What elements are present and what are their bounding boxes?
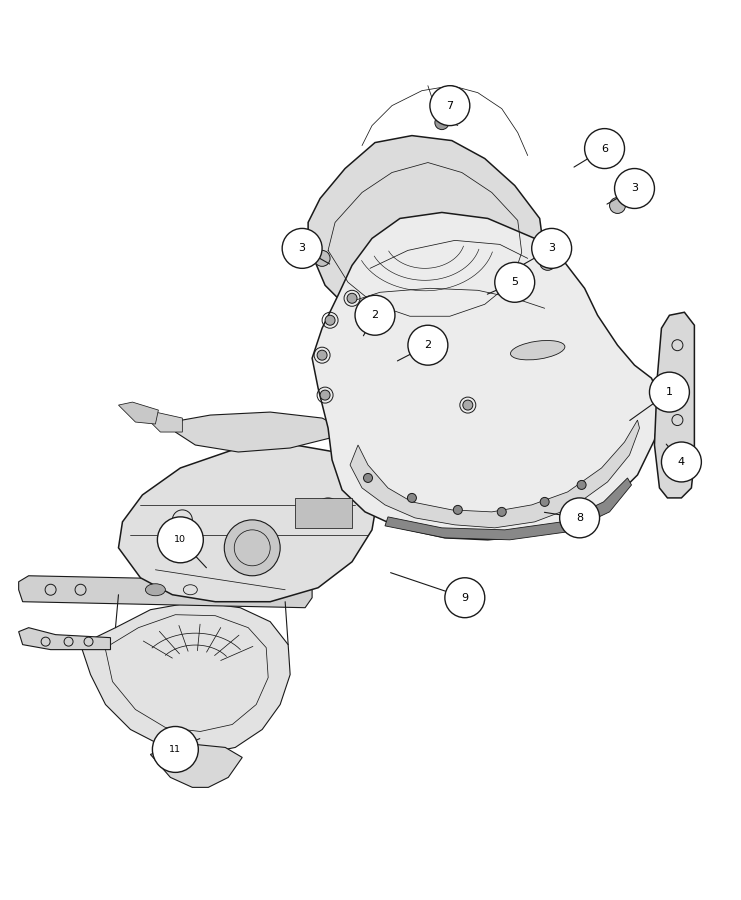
- Text: 1: 1: [666, 387, 673, 397]
- Polygon shape: [350, 420, 639, 528]
- Polygon shape: [312, 212, 662, 540]
- Polygon shape: [308, 136, 545, 332]
- Circle shape: [445, 578, 485, 617]
- Polygon shape: [148, 412, 182, 432]
- Polygon shape: [119, 445, 378, 602]
- Text: 5: 5: [511, 277, 518, 287]
- Circle shape: [610, 197, 625, 213]
- Circle shape: [157, 517, 203, 562]
- Text: 10: 10: [174, 536, 186, 544]
- Text: 9: 9: [461, 593, 468, 603]
- Circle shape: [317, 350, 327, 360]
- Circle shape: [585, 129, 625, 168]
- Circle shape: [430, 86, 470, 126]
- Circle shape: [435, 115, 449, 130]
- Circle shape: [497, 508, 506, 517]
- Circle shape: [325, 315, 335, 325]
- Polygon shape: [150, 744, 242, 788]
- Polygon shape: [19, 576, 312, 608]
- Text: 3: 3: [631, 184, 638, 194]
- Text: 3: 3: [548, 243, 555, 254]
- Text: 2: 2: [371, 310, 379, 320]
- Ellipse shape: [511, 340, 565, 360]
- Circle shape: [577, 481, 586, 490]
- Text: 3: 3: [299, 243, 305, 254]
- Circle shape: [408, 493, 416, 502]
- Polygon shape: [385, 478, 631, 540]
- Polygon shape: [654, 312, 694, 498]
- Circle shape: [225, 520, 280, 576]
- Ellipse shape: [145, 584, 165, 596]
- Circle shape: [614, 168, 654, 209]
- Circle shape: [153, 726, 199, 772]
- Text: 2: 2: [425, 340, 431, 350]
- Text: 11: 11: [170, 745, 182, 754]
- Circle shape: [532, 229, 571, 268]
- Circle shape: [355, 295, 395, 335]
- Circle shape: [662, 442, 702, 482]
- Text: 6: 6: [601, 144, 608, 154]
- Circle shape: [649, 372, 689, 412]
- Circle shape: [495, 263, 535, 302]
- Circle shape: [623, 170, 639, 186]
- Circle shape: [540, 498, 549, 507]
- Circle shape: [364, 473, 373, 482]
- Polygon shape: [176, 412, 342, 452]
- Circle shape: [320, 390, 330, 400]
- Text: 7: 7: [446, 101, 453, 111]
- Circle shape: [314, 250, 330, 266]
- Circle shape: [282, 229, 322, 268]
- Circle shape: [463, 400, 473, 410]
- Polygon shape: [81, 602, 290, 754]
- Circle shape: [408, 325, 448, 365]
- Circle shape: [539, 255, 556, 270]
- Polygon shape: [119, 402, 159, 424]
- Polygon shape: [295, 498, 352, 528]
- Text: 8: 8: [576, 513, 583, 523]
- Circle shape: [453, 506, 462, 515]
- Circle shape: [347, 293, 357, 303]
- Circle shape: [559, 498, 599, 538]
- Text: 4: 4: [678, 457, 685, 467]
- Polygon shape: [19, 627, 110, 650]
